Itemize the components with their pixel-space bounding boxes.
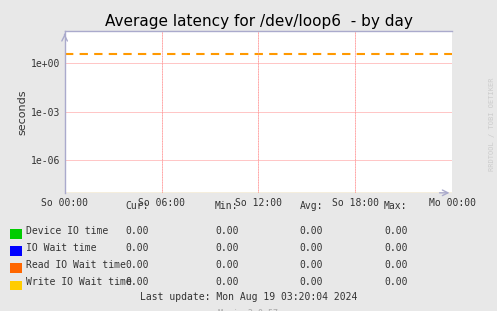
Text: Max:: Max:	[384, 201, 408, 211]
Text: 0.00: 0.00	[126, 243, 149, 253]
Text: 0.00: 0.00	[215, 260, 239, 270]
Text: Write IO Wait time: Write IO Wait time	[26, 277, 132, 287]
Text: 0.00: 0.00	[300, 243, 323, 253]
Text: Min:: Min:	[215, 201, 239, 211]
Text: 0.00: 0.00	[126, 277, 149, 287]
Text: 0.00: 0.00	[384, 260, 408, 270]
Text: 0.00: 0.00	[215, 243, 239, 253]
Text: 0.00: 0.00	[384, 226, 408, 236]
Text: Cur:: Cur:	[126, 201, 149, 211]
Text: 0.00: 0.00	[215, 226, 239, 236]
Y-axis label: seconds: seconds	[17, 89, 28, 135]
Text: 0.00: 0.00	[300, 260, 323, 270]
Text: 0.00: 0.00	[384, 243, 408, 253]
Title: Average latency for /dev/loop6  - by day: Average latency for /dev/loop6 - by day	[104, 14, 413, 29]
Text: Device IO time: Device IO time	[26, 226, 108, 236]
Text: 0.00: 0.00	[215, 277, 239, 287]
Text: 0.00: 0.00	[126, 226, 149, 236]
Text: 0.00: 0.00	[300, 277, 323, 287]
Text: Avg:: Avg:	[300, 201, 323, 211]
Text: 0.00: 0.00	[126, 260, 149, 270]
Text: Munin 2.0.57: Munin 2.0.57	[219, 309, 278, 311]
Text: 0.00: 0.00	[384, 277, 408, 287]
Text: 0.00: 0.00	[300, 226, 323, 236]
Text: RRDTOOL / TOBI OETIKER: RRDTOOL / TOBI OETIKER	[489, 78, 495, 171]
Text: IO Wait time: IO Wait time	[26, 243, 96, 253]
Text: Read IO Wait time: Read IO Wait time	[26, 260, 126, 270]
Text: Last update: Mon Aug 19 03:20:04 2024: Last update: Mon Aug 19 03:20:04 2024	[140, 292, 357, 302]
